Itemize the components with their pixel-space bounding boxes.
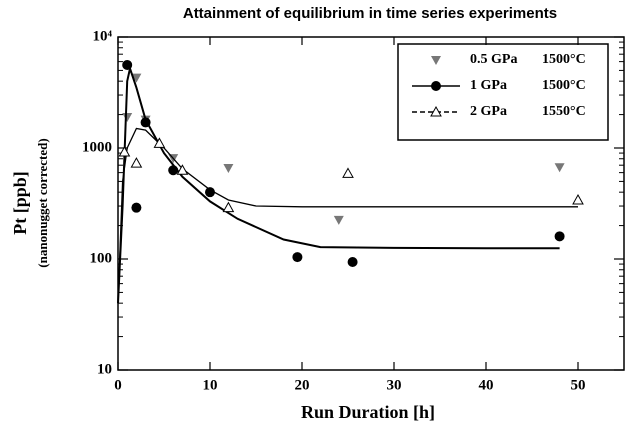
x-tick-label: 40: [479, 377, 494, 393]
point: [347, 256, 358, 267]
legend-marker: [430, 105, 442, 117]
legend-marker: [431, 56, 441, 65]
y-tick-label: 100: [90, 250, 113, 266]
point: [554, 163, 565, 173]
point: [176, 164, 189, 175]
fit-line: [117, 127, 578, 304]
legend-temperature: 1500°C: [542, 52, 586, 67]
y-axis-sublabel: (nanonugget corrected): [35, 138, 50, 267]
fit-line: [117, 64, 560, 304]
point: [118, 145, 131, 157]
x-tick-label: 10: [203, 377, 218, 393]
y-axis-label: Pt [ppb]: [10, 171, 30, 235]
chart-title: Attainment of equilibrium in time series…: [183, 5, 557, 22]
legend-label: 0.5 GPa: [470, 52, 517, 67]
point: [131, 202, 142, 213]
x-tick-label: 30: [387, 377, 402, 393]
point: [153, 137, 166, 148]
y-tick-label: 1000: [82, 139, 112, 155]
point: [122, 59, 133, 70]
y-tick-label: 10: [97, 361, 112, 377]
x-tick-label: 20: [295, 377, 310, 393]
point: [554, 231, 565, 242]
point: [223, 164, 234, 174]
point: [333, 215, 344, 225]
legend-temperature: 1550°C: [542, 104, 586, 119]
point: [205, 187, 215, 198]
legend-temperature: 1500°C: [542, 78, 586, 93]
x-axis-label: Run Duration [h]: [301, 402, 435, 422]
y-tick-label: 10⁴: [93, 28, 113, 44]
legend-box: [397, 43, 609, 141]
point: [168, 165, 179, 176]
legend-label: 1 GPa: [470, 78, 507, 93]
point: [572, 193, 584, 205]
x-tick-label: 50: [571, 377, 586, 393]
legend-marker: [431, 81, 441, 91]
point: [292, 252, 303, 263]
point: [122, 113, 133, 123]
point: [131, 73, 142, 83]
legend-label: 2 GPa: [470, 104, 507, 119]
point: [140, 117, 151, 128]
x-tick-label: 0: [114, 377, 122, 393]
plot-frame: [117, 36, 625, 371]
point: [130, 157, 143, 168]
point: [222, 201, 235, 213]
point: [342, 167, 354, 178]
